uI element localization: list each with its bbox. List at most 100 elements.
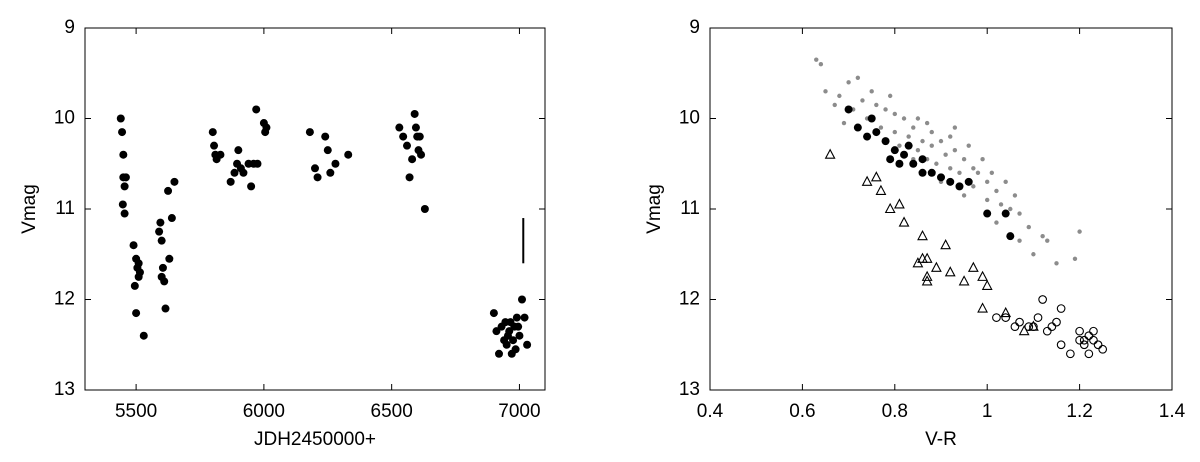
point [121,173,130,182]
point [515,331,524,340]
point [170,177,179,186]
point [918,155,927,164]
point [1075,326,1084,336]
point [1079,340,1089,350]
point [1052,317,1061,327]
point [977,302,988,313]
point [1089,335,1098,345]
point [119,150,128,159]
point [934,161,939,166]
point [814,57,819,62]
y-tick-label: 13 [679,379,700,400]
point [326,168,335,177]
point [230,168,239,177]
point [909,159,918,168]
point [892,111,897,117]
point [952,125,958,130]
point [900,150,909,159]
plot-frame [709,27,1173,391]
point [901,116,907,121]
point [818,61,824,67]
point [503,331,512,340]
x-tick-label: 0.6 [789,401,815,422]
point [1003,179,1008,185]
x-tick-label: 6500 [371,401,413,422]
point [1075,335,1084,345]
point [1024,322,1034,332]
point [861,175,873,186]
x-tick-label: 1 [982,401,993,422]
point [395,123,404,132]
point [1047,322,1057,332]
point [823,89,828,94]
point [890,146,899,155]
point [167,214,176,223]
point [1031,252,1036,257]
point [844,105,853,114]
point [410,109,419,118]
point [1000,306,1012,318]
point [994,220,999,225]
point [509,336,518,345]
point [120,209,129,218]
point [518,295,526,304]
point [975,170,981,175]
point [157,272,166,281]
point [921,252,933,263]
point [321,132,330,141]
x-tick-label: 5500 [115,401,157,422]
point [1001,313,1011,322]
point [1098,344,1108,354]
point [958,275,970,286]
point [957,170,962,175]
point [961,193,967,198]
y-tick-label: 12 [54,289,75,310]
point [918,168,927,177]
point [262,123,271,132]
point [917,252,928,263]
point [1033,313,1043,322]
point [867,114,876,123]
point [967,261,979,272]
point [1026,224,1031,230]
point [940,239,952,250]
point [952,147,958,153]
point [1029,322,1038,332]
point [929,129,934,135]
point [915,147,921,153]
point [1006,232,1015,241]
point [863,132,872,141]
point [1045,238,1050,243]
point [887,93,893,99]
point [216,150,225,159]
point [938,138,944,144]
point [1015,317,1024,327]
point [135,268,144,277]
point [946,177,955,186]
point [1084,331,1094,341]
point [1038,295,1047,304]
point [1054,261,1059,266]
y-tick-label: 9 [689,17,700,38]
point [139,331,148,340]
point [870,171,882,182]
point [156,218,165,227]
point [512,313,521,322]
point [523,340,532,349]
point [927,168,936,177]
point [157,236,166,245]
point [1017,211,1022,216]
point [998,202,1004,207]
point [985,197,990,203]
point [971,184,976,189]
point [313,173,322,182]
x-tick-label: 1.2 [1066,401,1092,422]
point [955,182,964,191]
y-tick-label: 11 [680,198,700,219]
point [906,134,911,139]
point [417,150,426,159]
x-tick-label: 6000 [243,401,285,422]
point [981,279,993,290]
point [1040,233,1045,239]
